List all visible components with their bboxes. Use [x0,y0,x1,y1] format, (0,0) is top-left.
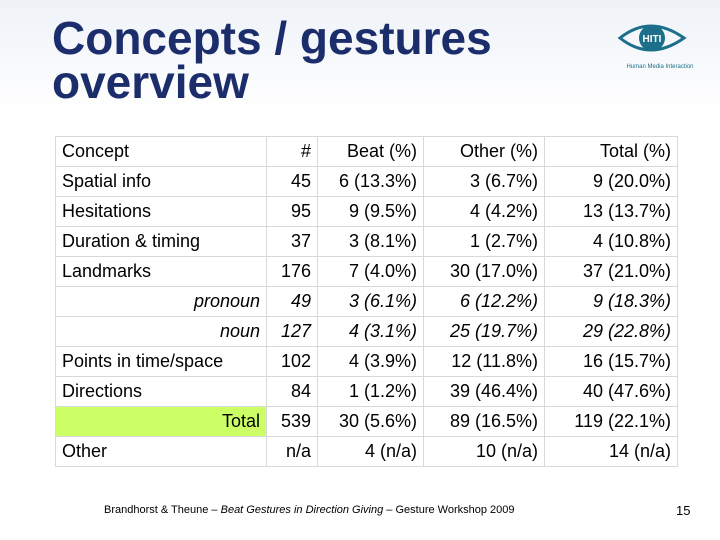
table-cell: Spatial info [55,166,267,197]
table-cell: 84 [266,376,318,407]
table-cell: 9 (9.5%) [317,196,424,227]
table-cell: Duration & timing [55,226,267,257]
footer-venue: – Gesture Workshop 2009 [383,504,515,516]
table-cell: 95 [266,196,318,227]
table-cell: 16 (15.7%) [544,346,678,377]
table-cell: Other (%) [423,136,545,167]
table-cell: pronoun [55,286,267,317]
table-cell: Landmarks [55,256,267,287]
table-cell: 4 (4.2%) [423,196,545,227]
table-cell: noun [55,316,267,347]
table-cell: 6 (12.2%) [423,286,545,317]
table-cell: 102 [266,346,318,377]
table-cell: Hesitations [55,196,267,227]
table-row: Spatial info 45 6 (13.3%) 3 (6.7%) 9 (20.0%) [55,166,678,197]
table-cell: 12 (11.8%) [423,346,545,377]
table-cell: 25 (19.7%) [423,316,545,347]
table-cell: 37 [266,226,318,257]
table-row: pronoun 49 3 (6.1%) 6 (12.2%) 9 (18.3%) [55,286,678,317]
overview-table: Concept # Beat (%) Other (%) Total (%) Spatia… [55,136,678,467]
logo-mark: HITI [643,34,662,45]
table-row: Points in time/space 102 4 (3.9%) 12 (11.8%… [55,346,678,377]
table-cell: 29 (22.8%) [544,316,678,347]
footer-talk: Beat Gestures in Direction Giving [220,504,384,516]
table-cell: Total [55,406,267,437]
table-cell: 9 (18.3%) [544,286,678,317]
table-cell: 3 (6.1%) [317,286,424,317]
table-cell: 10 (n/a) [423,436,545,467]
table-cell: 4 (3.9%) [317,346,424,377]
table-cell: 4 (n/a) [317,436,424,467]
table-cell: 3 (6.7%) [423,166,545,197]
table-cell: 37 (21.0%) [544,256,678,287]
logo-caption: Human Media Interaction [626,64,693,70]
table-cell: 14 (n/a) [544,436,678,467]
table-cell: 4 (3.1%) [317,316,424,347]
footer: Brandhorst & Theune – Beat Gestures in D… [104,504,515,516]
table-cell: 9 (20.0%) [544,166,678,197]
table-cell: # [266,136,318,167]
table-cell: 539 [266,406,318,437]
table-row: Landmarks 176 7 (4.0%) 30 (17.0%) 37 (21.0%) [55,256,678,287]
table-cell: Other [55,436,267,467]
logo-eye [617,24,687,52]
table-cell: 1 (2.7%) [423,226,545,257]
table-cell: Points in time/space [55,346,267,377]
table-cell: 30 (5.6%) [317,406,424,437]
logo-iris [639,25,665,51]
table-cell: Directions [55,376,267,407]
table-cell: 1 (1.2%) [317,376,424,407]
footer-authors: Brandhorst & Theune – [104,504,221,516]
table-row: Directions 84 1 (1.2%) 39 (46.4%) 40 (47.6%) [55,376,678,407]
table-row: Hesitations 95 9 (9.5%) 4 (4.2%) 13 (13.7%) [55,196,678,227]
table-row: Other n/a 4 (n/a) 10 (n/a) 14 (n/a) [55,436,678,467]
page-number: 15 [676,503,691,518]
table-cell: 89 (16.5%) [423,406,545,437]
table-cell: 45 [266,166,318,197]
table-cell: 7 (4.0%) [317,256,424,287]
table-row: Total 539 30 (5.6%) 89 (16.5%) 119 (22.1%) [55,406,678,437]
logo: HITI Human Media Interaction [617,24,694,70]
table-cell: 39 (46.4%) [423,376,545,407]
table-cell: 49 [266,286,318,317]
slide-title: Concepts / gestures overview [52,12,492,108]
table-cell: 127 [266,316,318,347]
table-cell: 3 (8.1%) [317,226,424,257]
table-cell: 176 [266,256,318,287]
table-body: Concept # Beat (%) Other (%) Total (%) Spatia… [55,136,678,467]
table-row: Concept # Beat (%) Other (%) Total (%) [55,136,678,167]
table-cell: 4 (10.8%) [544,226,678,257]
table-cell: 40 (47.6%) [544,376,678,407]
table-cell: n/a [266,436,318,467]
table-row: noun 127 4 (3.1%) 25 (19.7%) 29 (22.8%) [55,316,678,347]
table-cell: 6 (13.3%) [317,166,424,197]
table-cell: Concept [55,136,267,167]
table-cell: 13 (13.7%) [544,196,678,227]
table-cell: Beat (%) [317,136,424,167]
table-row: Duration & timing 37 3 (8.1%) 1 (2.7%) 4 (10… [55,226,678,257]
header-band [0,0,720,112]
table-cell: Total (%) [544,136,678,167]
table-cell: 30 (17.0%) [423,256,545,287]
table-cell: 119 (22.1%) [544,406,678,437]
